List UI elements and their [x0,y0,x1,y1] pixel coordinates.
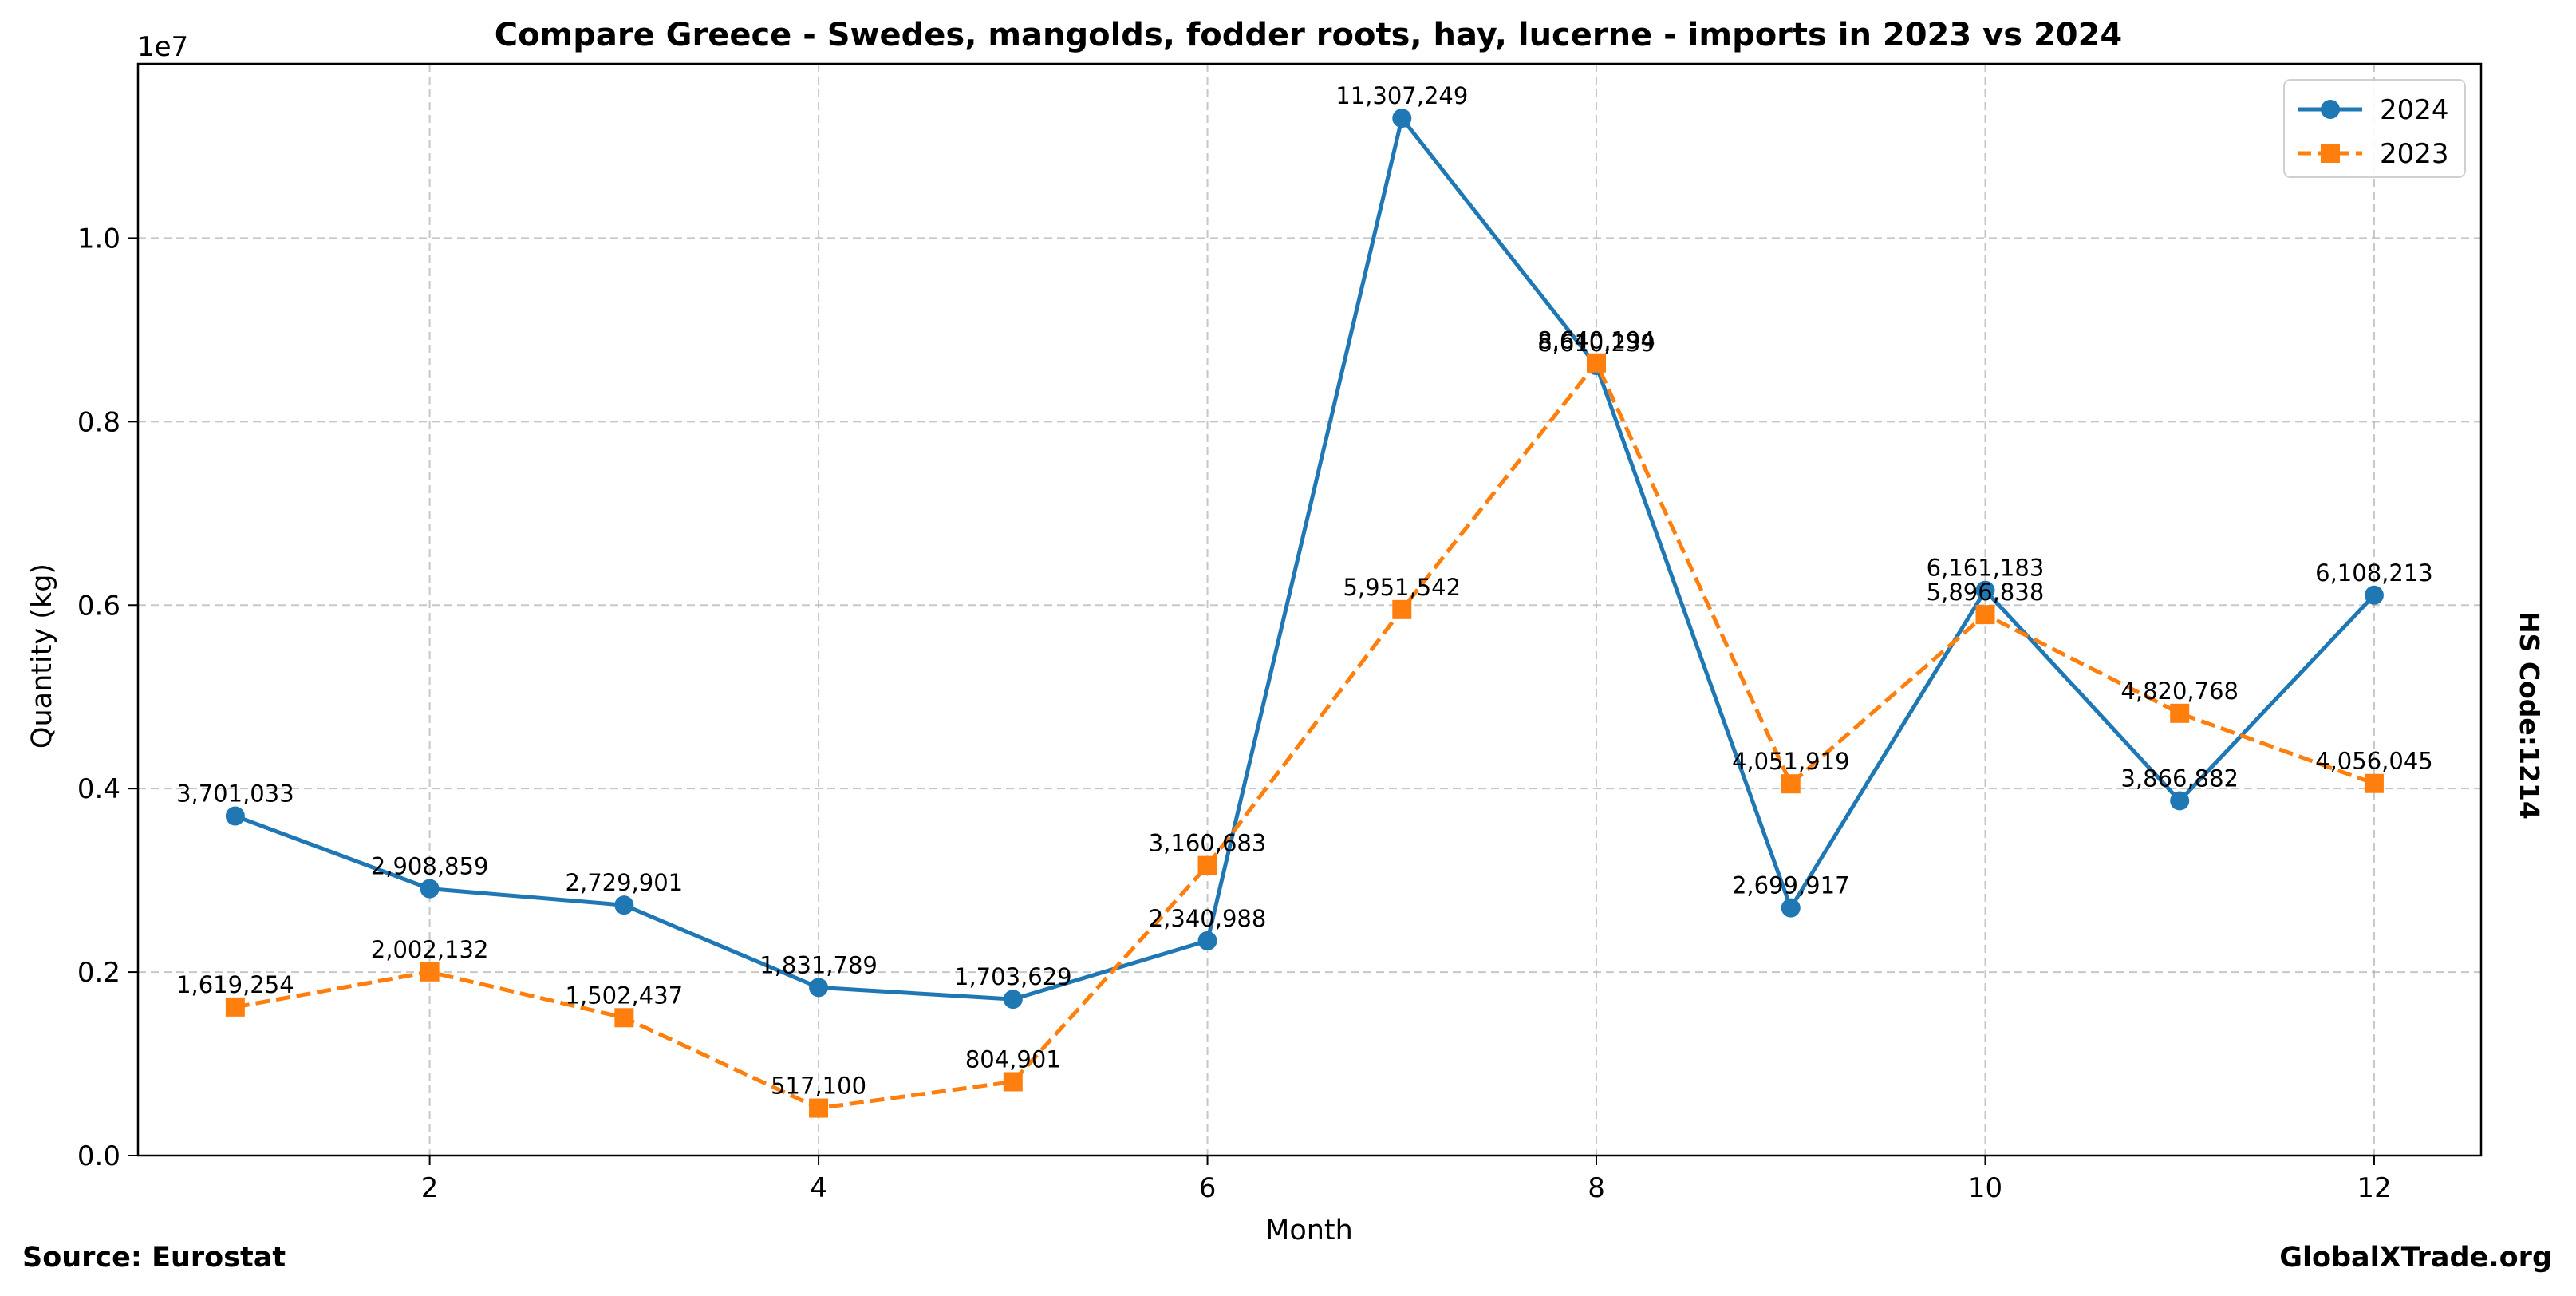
marker-2024 [1781,898,1801,918]
marker-2023 [614,1008,634,1028]
data-label-2023: 4,820,768 [2120,678,2239,705]
data-label-2023: 5,896,838 [1927,579,2045,606]
x-tick-label: 12 [2357,1172,2391,1204]
marker-2024 [420,879,440,899]
data-label-2023: 1,502,437 [566,982,684,1009]
hs-code-label: HS Code:1214 [2514,611,2545,820]
marker-2024 [1392,109,1412,128]
data-label-2023: 8,640,194 [1537,327,1655,354]
marker-2023 [1975,605,1995,625]
x-tick-label: 6 [1199,1172,1217,1204]
marker-2023 [2170,703,2190,723]
data-label-2024: 3,701,033 [176,780,294,808]
data-label-2024: 2,908,859 [371,853,489,880]
data-label-2023: 517,100 [771,1073,866,1100]
chart-title: Compare Greece - Swedes, mangolds, fodde… [495,17,2123,53]
marker-2023 [2364,773,2384,793]
marker-2024 [1197,931,1217,950]
x-tick-label: 4 [810,1172,827,1204]
data-label-2024: 6,108,213 [2315,559,2433,587]
marker-2024 [2170,791,2190,811]
y-tick-label: 1.0 [77,223,120,255]
legend-marker-2023 [2321,144,2340,163]
y-tick-label: 0.4 [77,773,120,805]
marker-2023 [420,962,440,982]
legend: 2024 2023 [2283,79,2466,178]
data-label-2023: 3,160,683 [1149,830,1267,857]
data-label-2024: 1,831,789 [759,951,878,978]
y-tick-label: 0.2 [77,957,120,989]
marker-2024 [809,978,829,998]
series-line-2023 [235,361,2375,1111]
data-label-2024: 2,699,917 [1732,872,1850,899]
x-tick-label: 8 [1588,1172,1605,1204]
data-label-2023: 2,002,132 [371,936,489,963]
plot-frame [136,62,2483,1157]
brand-label: GlobalXTrade.org [2279,1242,2552,1274]
marker-2024 [1003,990,1023,1010]
y-scale-label: 1e7 [137,31,188,63]
data-label-2024: 2,340,988 [1149,905,1267,932]
x-tick-label: 2 [421,1172,439,1204]
series-layer [225,109,2384,1118]
marker-2024 [614,895,634,915]
marker-2023 [1392,599,1412,619]
data-labels: 3,701,033 2,908,859 2,729,901 1,831,789 1,70… [176,82,2433,1099]
data-label-2023: 5,951,542 [1343,574,1461,601]
grid [138,64,2481,1156]
data-label-2023: 4,056,045 [2315,748,2433,775]
series-line-2024 [234,116,2376,1002]
x-axis-label: Month [1265,1215,1353,1247]
marker-2023 [1197,855,1217,875]
axes: 2 4 6 8 10 12 0.0 0.2 0.4 0.6 0.8 1.0 [77,62,2483,1204]
x-tick-label: 10 [1968,1172,2002,1204]
data-label-2024: 2,729,901 [566,869,684,896]
marker-2024 [225,806,245,826]
marker-2023 [225,997,245,1017]
legend-label-2023: 2023 [2380,138,2449,170]
data-label-2023: 1,619,254 [176,971,294,998]
y-axis-label: Quantity (kg) [26,563,58,749]
data-label-2024: 11,307,249 [1335,82,1468,109]
y-tick-label: 0.8 [77,406,120,438]
data-label-2024: 8,610,239 [1537,330,1655,357]
marker-2023 [1003,1072,1023,1092]
legend-label-2024: 2024 [2380,94,2449,126]
marker-2023 [809,1098,829,1118]
data-label-2023: 4,051,919 [1732,748,1850,775]
data-label-2024: 6,161,183 [1927,555,2045,582]
legend-marker-2024 [2321,100,2340,119]
marker-2024 [2364,585,2384,605]
marker-2023 [1781,774,1801,794]
data-label-2023: 804,901 [965,1045,1061,1073]
data-label-2024: 1,703,629 [954,963,1072,990]
marker-2024 [1975,580,1995,600]
y-tick-label: 0.0 [77,1140,120,1172]
source-label: Source: Eurostat [22,1242,286,1274]
data-label-2024: 3,866,882 [2120,765,2239,792]
y-tick-label: 0.6 [77,590,120,622]
marker-2023 [1587,353,1607,373]
